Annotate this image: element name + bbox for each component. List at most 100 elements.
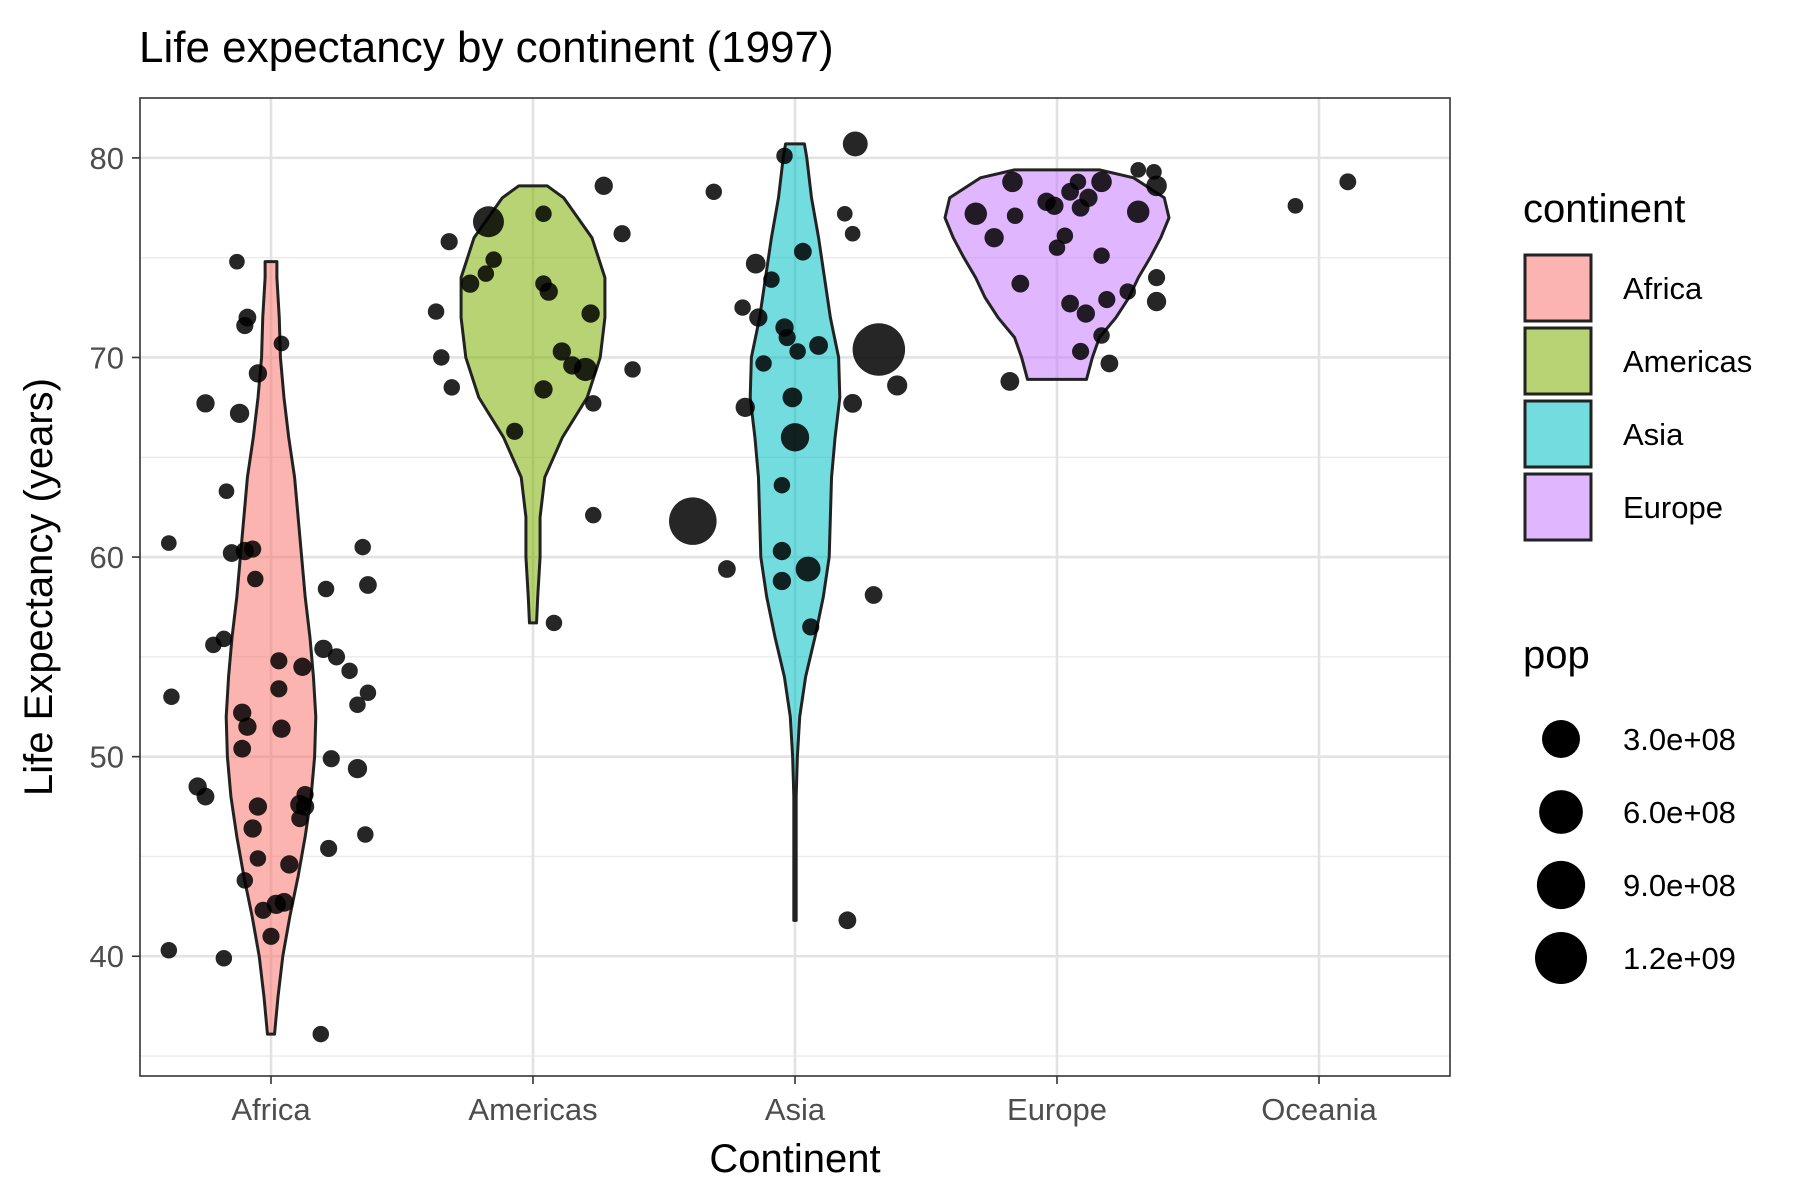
y-tick-label: 40 xyxy=(90,939,124,974)
data-point-europe xyxy=(1100,354,1119,373)
data-point-asia xyxy=(842,131,868,157)
axis-layer: 40 50 60 70 80 Africa Americas Asia Europe Oceani… xyxy=(90,141,1378,1127)
data-point-europe xyxy=(1126,200,1150,223)
data-point-europe xyxy=(1119,283,1136,300)
data-point-americas xyxy=(427,303,445,320)
data-point-americas xyxy=(443,379,461,396)
data-point-africa xyxy=(244,540,262,558)
data-point-americas xyxy=(613,225,631,243)
size-legend-key xyxy=(1536,860,1586,910)
data-point-oceania xyxy=(1339,173,1357,191)
data-point-africa xyxy=(236,316,254,335)
legend-label: Europe xyxy=(1623,490,1723,525)
data-point-europe xyxy=(1011,274,1030,293)
data-point-europe xyxy=(1045,196,1064,215)
data-point-africa xyxy=(272,719,291,738)
legend-label: Americas xyxy=(1623,344,1752,379)
data-point-americas xyxy=(545,614,563,632)
data-point-asia xyxy=(735,397,755,418)
data-point-africa xyxy=(196,394,215,413)
data-point-europe xyxy=(1146,291,1167,312)
x-axis-title: Continent xyxy=(709,1137,880,1181)
data-point-americas xyxy=(552,342,571,361)
data-point-africa xyxy=(354,538,371,556)
data-point-americas xyxy=(563,356,582,375)
data-point-europe xyxy=(1076,304,1095,323)
y-tick-label: 60 xyxy=(90,540,124,575)
data-point-asia xyxy=(734,299,751,316)
data-point-africa xyxy=(357,826,374,843)
data-point-africa xyxy=(229,403,250,424)
data-point-europe xyxy=(1006,207,1024,224)
legend: continent pop Africa Americas Asia Europe 3.… xyxy=(1523,187,1752,984)
data-point-africa xyxy=(347,758,368,779)
data-point-africa xyxy=(293,657,312,676)
data-point-europe xyxy=(1130,162,1147,178)
data-point-asia xyxy=(782,387,803,408)
data-point-africa xyxy=(233,703,252,722)
data-point-americas xyxy=(585,506,602,524)
y-tick-label: 80 xyxy=(90,141,124,176)
data-point-americas xyxy=(581,304,600,323)
legend-label: Africa xyxy=(1623,271,1703,306)
data-point-europe xyxy=(1147,269,1166,287)
data-point-asia xyxy=(809,336,828,355)
data-point-americas xyxy=(477,265,495,282)
data-point-africa xyxy=(359,684,377,702)
data-point-asia xyxy=(844,225,861,242)
legend-key-asia xyxy=(1523,399,1593,469)
data-point-europe xyxy=(1048,239,1066,256)
data-point-europe xyxy=(1000,372,1020,391)
data-point-europe xyxy=(984,228,1004,248)
data-point-europe xyxy=(1093,327,1110,344)
legend-key-americas xyxy=(1523,326,1593,396)
data-point-asia xyxy=(802,618,820,636)
data-point-africa xyxy=(243,819,262,838)
data-point-africa xyxy=(270,680,288,698)
data-point-asia xyxy=(763,271,780,288)
data-point-asia xyxy=(773,476,791,494)
data-point-africa xyxy=(247,570,264,588)
data-point-asia xyxy=(776,147,793,165)
data-point-africa xyxy=(196,787,215,806)
size-legend-label: 9.0e+08 xyxy=(1623,868,1736,903)
size-legend-key xyxy=(1535,932,1587,984)
data-point-africa xyxy=(280,855,299,874)
y-axis-title: Life Expectancy (years) xyxy=(17,378,61,796)
data-point-africa xyxy=(163,688,180,706)
data-point-asia xyxy=(852,323,906,376)
data-point-americas xyxy=(539,282,558,301)
data-point-americas xyxy=(460,274,480,293)
data-point-asia xyxy=(669,497,717,545)
data-point-africa xyxy=(215,950,233,967)
chart-title: Life expectancy by continent (1997) xyxy=(139,23,834,72)
data-point-africa xyxy=(273,335,290,352)
data-point-africa xyxy=(229,253,245,270)
data-point-africa xyxy=(312,1025,330,1043)
x-tick-label: Europe xyxy=(1007,1092,1107,1127)
x-tick-label: Oceania xyxy=(1261,1092,1377,1127)
data-point-asia xyxy=(793,242,812,261)
data-point-americas xyxy=(594,176,613,195)
data-point-africa xyxy=(233,739,252,758)
data-point-asia xyxy=(778,328,796,347)
data-point-asia xyxy=(795,556,821,582)
data-point-americas xyxy=(485,251,502,268)
data-point-africa xyxy=(359,576,377,594)
data-point-africa xyxy=(349,696,366,713)
x-tick-label: Africa xyxy=(231,1092,311,1127)
size-legend-label: 1.2e+09 xyxy=(1623,941,1736,976)
data-point-africa xyxy=(341,662,358,680)
data-point-americas xyxy=(440,233,458,251)
data-point-africa xyxy=(291,809,309,828)
data-point-europe xyxy=(1091,171,1112,193)
data-point-asia xyxy=(836,205,853,222)
data-point-asia xyxy=(745,253,766,274)
data-point-asia xyxy=(780,423,810,452)
data-point-africa xyxy=(249,850,267,867)
data-point-asia xyxy=(838,911,857,930)
violin-americas xyxy=(459,184,607,625)
violin-africa xyxy=(224,260,318,1036)
fill-legend-title: continent xyxy=(1523,187,1685,231)
data-point-americas xyxy=(534,380,553,399)
